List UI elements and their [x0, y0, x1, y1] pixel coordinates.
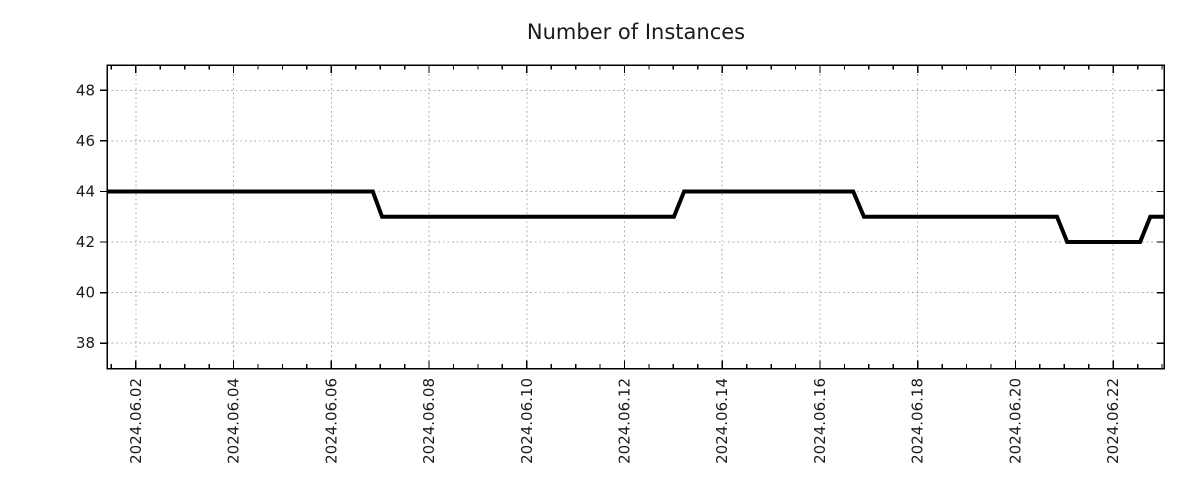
x-tick-label: 2024.06.14 — [713, 378, 731, 464]
y-tick-label: 42 — [76, 233, 95, 251]
x-tick-label: 2024.06.18 — [909, 378, 927, 464]
x-tick-label: 2024.06.12 — [616, 378, 634, 464]
y-tick-label: 48 — [76, 81, 95, 99]
x-tick-label: 2024.06.10 — [518, 378, 536, 464]
chart-title: Number of Instances — [527, 20, 745, 44]
y-tick-label: 44 — [76, 182, 95, 200]
axis-labels: 38 40 42 44 46 48 2024.06.02 2024.06.04 2024.06.… — [76, 81, 1122, 464]
axis-ticks — [100, 65, 1164, 369]
y-tick-label: 38 — [76, 334, 95, 352]
x-tick-label: 2024.06.08 — [420, 378, 438, 464]
x-tick-label: 2024.06.20 — [1006, 378, 1024, 464]
x-tick-label: 2024.06.04 — [225, 378, 243, 464]
y-tick-label: 46 — [76, 132, 95, 150]
series-layer — [107, 189, 1164, 244]
x-tick-label: 2024.06.06 — [322, 378, 340, 464]
x-tick-label: 2024.06.22 — [1104, 378, 1122, 464]
series-line-instances — [107, 189, 1164, 244]
x-tick-label: 2024.06.16 — [811, 378, 829, 464]
x-tick-label: 2024.06.02 — [127, 378, 145, 464]
y-tick-label: 40 — [76, 284, 95, 302]
